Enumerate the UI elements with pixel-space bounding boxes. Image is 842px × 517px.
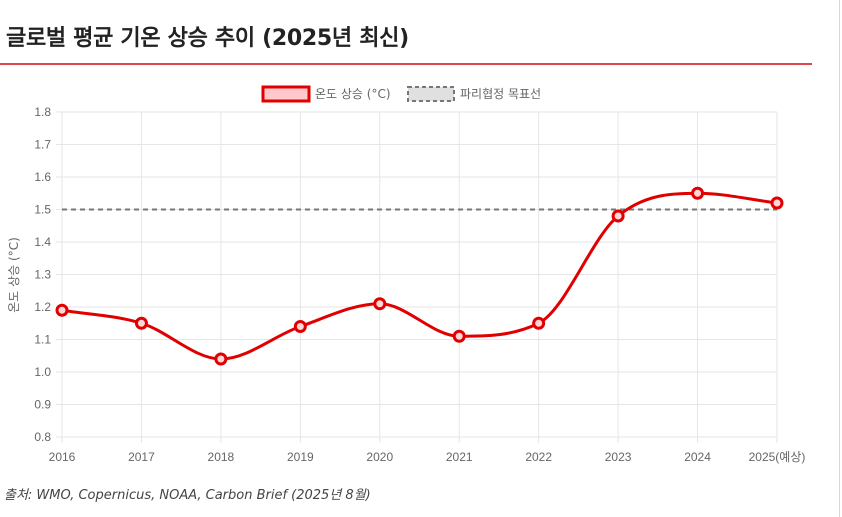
x-tick-label: 2021 bbox=[446, 450, 473, 464]
temperature-chart: 온도 상승 (°C) 파리협정 목표선 0.8 0.9 1.0 1.1 1.2 1.3 1.4… bbox=[7, 85, 806, 464]
x-tick-label: 2019 bbox=[287, 450, 314, 464]
scrollbar-edge bbox=[839, 0, 840, 517]
y-axis-ticks: 0.8 0.9 1.0 1.1 1.2 1.3 1.4 1.5 1.6 1.7 1.8 bbox=[34, 105, 51, 444]
y-tick-label: 1.0 bbox=[34, 365, 51, 379]
chart-legend[interactable]: 온도 상승 (°C) 파리협정 목표선 bbox=[261, 85, 541, 103]
legend-label-target[interactable]: 파리협정 목표선 bbox=[460, 87, 541, 101]
data-point bbox=[134, 316, 148, 330]
y-tick-label: 1.5 bbox=[34, 203, 51, 217]
legend-swatch-target bbox=[407, 86, 455, 102]
x-tick-label: 2016 bbox=[49, 450, 76, 464]
data-point bbox=[452, 329, 466, 343]
x-tick-label: 2017 bbox=[128, 450, 155, 464]
x-tick-label: 2025(예상) bbox=[749, 450, 806, 464]
y-tick-label: 1.8 bbox=[34, 105, 51, 119]
data-point bbox=[770, 196, 784, 210]
data-point bbox=[214, 352, 228, 366]
y-tick-label: 1.1 bbox=[34, 333, 51, 347]
x-tick-label: 2018 bbox=[208, 450, 235, 464]
page-title: 글로벌 평균 기온 상승 추이 (2025년 최신) bbox=[6, 26, 409, 51]
data-point bbox=[373, 297, 387, 311]
y-tick-label: 0.8 bbox=[34, 430, 51, 444]
x-tick-label: 2024 bbox=[684, 450, 711, 464]
x-axis-ticks: 2016 2017 2018 2019 2020 2021 2022 2023 2024 2025… bbox=[49, 450, 806, 464]
y-tick-label: 1.4 bbox=[34, 235, 51, 249]
y-tick-label: 1.6 bbox=[34, 170, 51, 184]
y-tick-label: 1.3 bbox=[34, 268, 51, 282]
legend-label-temperature[interactable]: 온도 상승 (°C) bbox=[315, 87, 391, 101]
source-note: 출처: WMO, Copernicus, NOAA, Carbon Brief … bbox=[4, 488, 371, 503]
y-axis-label: 온도 상승 (°C) bbox=[7, 237, 21, 313]
temperature-line bbox=[60, 191, 779, 361]
chart-grid bbox=[56, 111, 778, 443]
data-point bbox=[293, 320, 307, 333]
y-tick-label: 1.2 bbox=[34, 300, 51, 314]
title-divider bbox=[0, 63, 812, 65]
data-point bbox=[691, 186, 705, 200]
data-point bbox=[611, 209, 625, 223]
x-tick-label: 2023 bbox=[605, 450, 632, 464]
y-tick-label: 0.9 bbox=[34, 398, 51, 412]
temperature-series bbox=[55, 186, 784, 366]
x-tick-label: 2020 bbox=[366, 450, 393, 464]
data-point bbox=[55, 303, 69, 317]
data-point bbox=[532, 316, 546, 330]
y-tick-label: 1.7 bbox=[34, 138, 51, 152]
legend-swatch-temperature bbox=[261, 85, 311, 103]
x-tick-label: 2022 bbox=[525, 450, 552, 464]
